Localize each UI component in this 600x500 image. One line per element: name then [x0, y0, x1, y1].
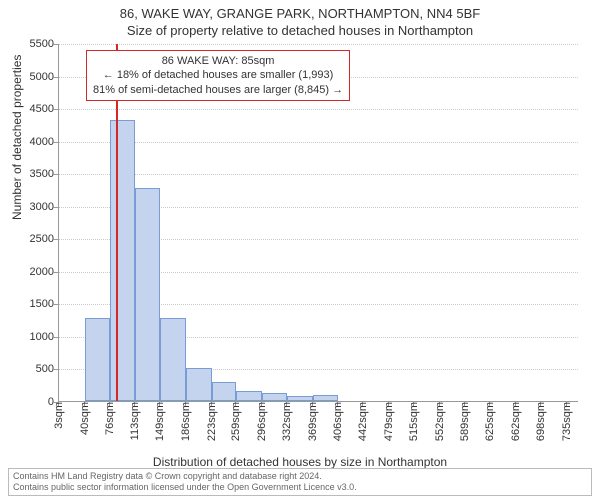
- x-tick-label: 186sqm: [178, 402, 192, 441]
- footer-line-2: Contains public sector information licen…: [13, 482, 587, 493]
- x-tick-label: 698sqm: [533, 402, 547, 441]
- histogram-bar: [110, 120, 136, 401]
- histogram-bar: [186, 368, 212, 401]
- footer-line-1: Contains HM Land Registry data © Crown c…: [13, 471, 587, 482]
- x-tick-label: 625sqm: [482, 402, 496, 441]
- x-tick-label: 552sqm: [432, 402, 446, 441]
- histogram-bar: [236, 391, 262, 401]
- histogram-bar: [160, 318, 186, 401]
- y-tick-mark: [53, 239, 58, 240]
- chart-container: 86, WAKE WAY, GRANGE PARK, NORTHAMPTON, …: [0, 0, 600, 500]
- x-tick-label: 40sqm: [77, 402, 91, 435]
- x-tick-label: 296sqm: [254, 402, 268, 441]
- x-axis-label: Distribution of detached houses by size …: [0, 455, 600, 469]
- y-axis-label: Number of detached properties: [10, 55, 24, 220]
- gridline: [59, 109, 578, 110]
- x-tick-label: 479sqm: [381, 402, 395, 441]
- y-tick-mark: [53, 272, 58, 273]
- annotation-line: 86 WAKE WAY: 85sqm: [93, 54, 343, 68]
- gridline: [59, 174, 578, 175]
- x-tick-label: 589sqm: [457, 402, 471, 441]
- attribution-footer: Contains HM Land Registry data © Crown c…: [8, 468, 592, 496]
- x-tick-label: 149sqm: [152, 402, 166, 441]
- histogram-bar: [262, 393, 287, 401]
- y-tick-mark: [53, 77, 58, 78]
- property-annotation: 86 WAKE WAY: 85sqm← 18% of detached hous…: [86, 50, 350, 101]
- page-subtitle: Size of property relative to detached ho…: [0, 21, 600, 38]
- y-tick-mark: [53, 207, 58, 208]
- histogram-bar: [135, 188, 160, 401]
- x-tick-label: 735sqm: [559, 402, 573, 441]
- y-tick-mark: [53, 109, 58, 110]
- gridline: [59, 142, 578, 143]
- x-tick-label: 369sqm: [305, 402, 319, 441]
- y-tick-mark: [53, 174, 58, 175]
- x-tick-label: 442sqm: [355, 402, 369, 441]
- x-tick-label: 223sqm: [204, 402, 218, 441]
- histogram-bar: [212, 382, 237, 401]
- x-tick-label: 332sqm: [279, 402, 293, 441]
- page-title: 86, WAKE WAY, GRANGE PARK, NORTHAMPTON, …: [0, 0, 600, 21]
- histogram-bar: [313, 395, 339, 402]
- annotation-line: ← 18% of detached houses are smaller (1,…: [93, 68, 343, 82]
- x-tick-label: 259sqm: [228, 402, 242, 441]
- y-tick-mark: [53, 142, 58, 143]
- x-tick-label: 662sqm: [508, 402, 522, 441]
- histogram-chart: 0500100015002000250030003500400045005000…: [58, 44, 578, 402]
- x-tick-label: 76sqm: [102, 402, 116, 435]
- x-tick-label: 515sqm: [406, 402, 420, 441]
- annotation-line: 81% of semi-detached houses are larger (…: [93, 83, 343, 97]
- x-tick-label: 406sqm: [330, 402, 344, 441]
- y-tick-mark: [53, 337, 58, 338]
- histogram-bar: [85, 318, 110, 401]
- x-tick-label: 113sqm: [127, 402, 141, 440]
- x-tick-label: 3sqm: [51, 402, 65, 429]
- y-tick-mark: [53, 44, 58, 45]
- y-tick-mark: [53, 304, 58, 305]
- gridline: [59, 44, 578, 45]
- histogram-bar: [287, 396, 313, 401]
- y-tick-mark: [53, 369, 58, 370]
